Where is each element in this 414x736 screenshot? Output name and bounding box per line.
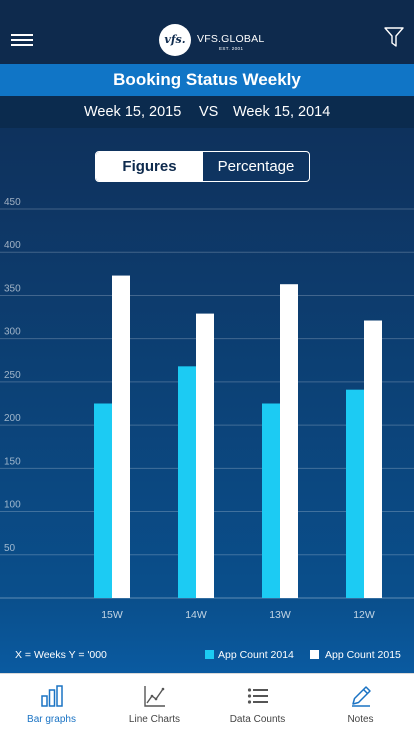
- bar-chart: 50 100 150 200 250 300 350 400 450 15W 14W 13W 12W: [0, 197, 414, 621]
- y-tick-label: 200: [4, 413, 21, 424]
- legend-label-2014: App Count 2014: [218, 649, 294, 661]
- tab-line-charts[interactable]: Line Charts: [103, 674, 206, 736]
- tab-label: Notes: [347, 714, 374, 725]
- bar-13W-2015[interactable]: [280, 284, 298, 598]
- week-comparison: Week 15, 2015 VS Week 15, 2014: [0, 96, 414, 128]
- tab-bar-graphs[interactable]: Bar graphs: [0, 674, 103, 736]
- line-chart-icon: [144, 686, 165, 707]
- y-tick-label: 150: [4, 456, 21, 467]
- y-tick-label: 50: [4, 543, 16, 554]
- hamburger-menu-icon[interactable]: [11, 34, 33, 48]
- bar-12W-2015[interactable]: [364, 320, 382, 598]
- figures-percentage-toggle: Figures Percentage: [95, 151, 310, 182]
- x-tick-label: 14W: [185, 609, 207, 621]
- tab-label: Line Charts: [128, 714, 181, 725]
- vfs-global-logo: vfs. VFS.GLOBAL EST. 2001: [159, 24, 269, 56]
- filter-icon[interactable]: [384, 26, 404, 48]
- tab-data-counts[interactable]: Data Counts: [206, 674, 309, 736]
- y-tick-label: 250: [4, 370, 21, 381]
- bottom-tab-bar: Bar graphs Line Charts Data Counts: [0, 673, 414, 736]
- y-tick-label: 100: [4, 500, 21, 511]
- page-title: Booking Status Weekly: [0, 64, 414, 96]
- vs-label: VS: [199, 104, 219, 120]
- x-tick-label: 13W: [269, 609, 291, 621]
- legend-label-2015: App Count 2015: [325, 649, 401, 661]
- tab-notes[interactable]: Notes: [309, 674, 412, 736]
- chart-legend: X = Weeks Y = '000 App Count 2014 App Co…: [0, 645, 414, 665]
- legend-swatch-2015: [310, 650, 319, 659]
- logo-est: EST. 2001: [219, 46, 244, 51]
- bar-14W-2014[interactable]: [178, 366, 196, 598]
- y-tick-label: 400: [4, 240, 21, 251]
- logo-mark: vfs.: [159, 24, 191, 56]
- tab-label: Data Counts: [229, 714, 286, 725]
- top-navigation-bar: vfs. VFS.GLOBAL EST. 2001: [0, 0, 414, 64]
- week-b-label: Week 15, 2014: [233, 104, 331, 120]
- legend-swatch-2014: [205, 650, 214, 659]
- bar-13W-2014[interactable]: [262, 403, 280, 599]
- y-tick-label: 350: [4, 283, 21, 294]
- axis-units-note: X = Weeks Y = '000: [15, 649, 107, 661]
- week-a-label: Week 15, 2015: [84, 104, 182, 120]
- chart-labels: 50 100 150 200 250 300 350 400 450 15W 14W 13W 12W: [4, 197, 375, 621]
- x-tick-label: 12W: [353, 609, 375, 621]
- x-tick-label: 15W: [101, 609, 123, 621]
- pencil-icon: [352, 686, 371, 707]
- percentage-segment-button[interactable]: Percentage: [217, 158, 295, 175]
- figures-segment-button[interactable]: Figures: [96, 152, 203, 181]
- bar-12W-2014[interactable]: [346, 389, 364, 598]
- chart-bars: [94, 275, 382, 599]
- list-icon: [247, 688, 268, 704]
- tab-label: Bar graphs: [27, 714, 76, 725]
- bar-15W-2014[interactable]: [94, 403, 112, 599]
- y-tick-label: 300: [4, 327, 21, 338]
- logo-text: VFS.GLOBAL: [197, 33, 265, 45]
- bar-15W-2015[interactable]: [112, 275, 130, 598]
- bar-graph-icon: [41, 685, 63, 707]
- bar-14W-2015[interactable]: [196, 313, 214, 598]
- y-tick-label: 450: [4, 197, 21, 208]
